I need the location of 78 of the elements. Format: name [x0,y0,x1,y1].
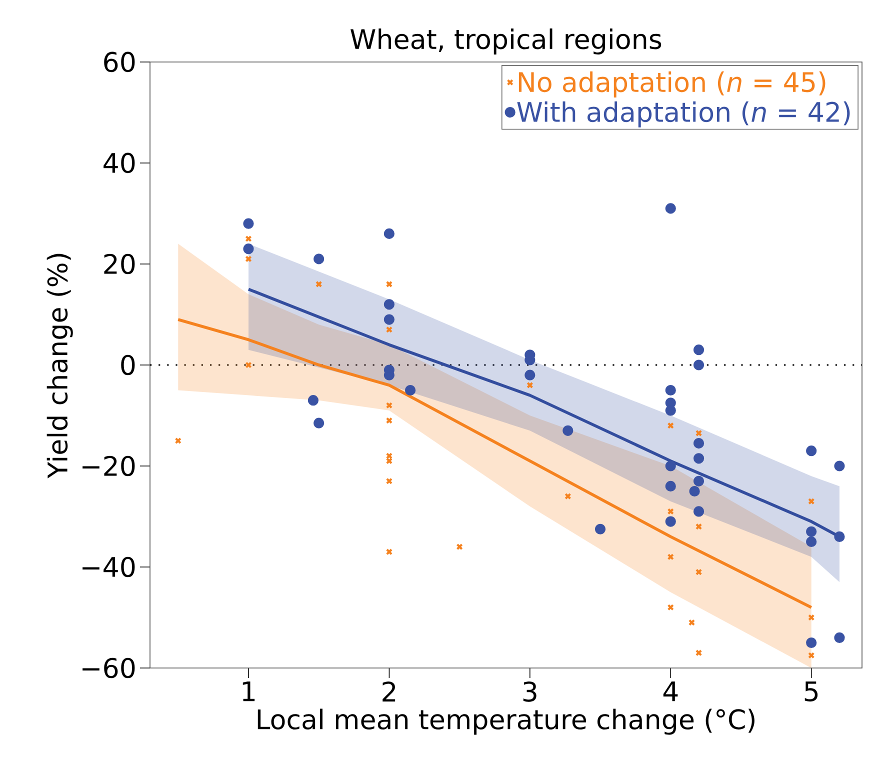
point [695,523,702,530]
point [314,418,324,428]
x-axis-title: Local mean temperature change (°C) [258,708,754,735]
point [806,536,817,548]
point [316,280,322,288]
point [667,508,674,515]
y-axis-title: Yield change (%) [46,254,73,478]
x-tick-label: 5 [804,682,818,702]
y-tick-label: 60 [104,52,135,72]
y-tick-label: −40 [82,556,135,578]
point [245,256,252,262]
point [806,526,817,537]
y-tick-label: 40 [104,152,135,174]
x-tick-label: 3 [523,682,536,702]
x-tick-label: 4 [663,682,678,702]
point [405,384,416,396]
point [308,395,319,406]
point [665,516,676,527]
point [667,604,674,611]
point [386,452,393,460]
y-tick-label: −60 [82,658,135,678]
legend-label: No adaptation (n = 45) [518,71,826,98]
point [806,446,817,456]
point [688,619,696,626]
point [665,203,676,214]
point [384,228,395,239]
point [456,543,463,550]
point [665,460,676,472]
point [245,362,252,368]
point [667,554,674,560]
point [834,632,845,643]
point [386,478,393,484]
point [386,458,393,464]
point [693,506,704,517]
point [693,476,704,486]
y-tick-label: 20 [104,254,135,274]
point [386,402,393,409]
y-tick-label: 0 [121,354,135,376]
point [693,360,704,370]
point [693,453,704,464]
point [243,244,254,254]
point [526,382,534,389]
point [834,460,845,472]
point [808,652,815,659]
point [384,299,395,310]
point [695,430,702,437]
point [695,649,702,656]
point [524,370,536,380]
point [808,614,815,621]
point [689,486,700,497]
point [693,438,704,449]
point [665,405,676,416]
point [562,425,574,436]
point [174,437,182,444]
x-tick-label: 1 [242,682,255,702]
point [594,524,606,534]
point [665,480,676,492]
point [243,218,254,229]
point [245,235,252,242]
point [564,492,572,500]
y-tick-label: −20 [82,456,135,476]
point [806,637,817,648]
point [693,344,704,356]
legend-label: With adaptation (n = 42) [517,101,850,128]
point [314,254,324,264]
point [386,548,393,556]
point [695,568,702,576]
point [386,417,393,424]
line-series [176,318,813,609]
point [808,498,815,505]
point [386,280,393,288]
point [384,314,395,325]
point [665,384,676,396]
point [386,326,393,333]
point [834,531,845,542]
x-tick-label: 2 [382,682,396,702]
point [667,422,674,429]
chart-title: Wheat, tropical regions [350,28,662,54]
